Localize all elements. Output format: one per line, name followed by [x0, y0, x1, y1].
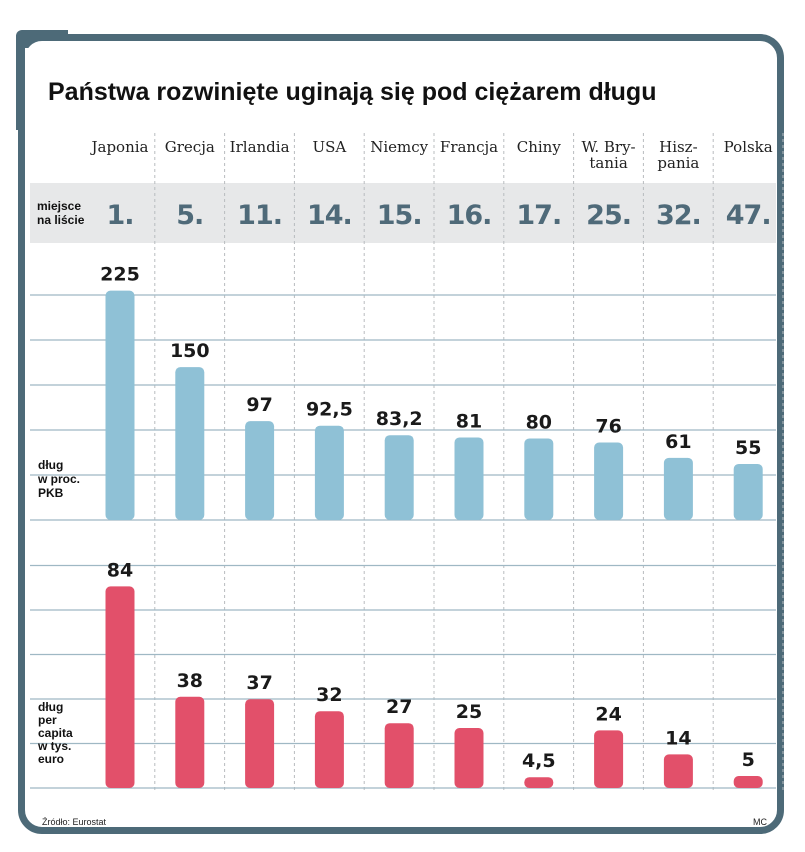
- rank-label: 16.: [447, 200, 492, 231]
- country-label: Irlandia: [230, 138, 290, 156]
- rank-side-label: na liście: [37, 213, 85, 227]
- bottom-axis-label: capita: [38, 726, 73, 740]
- rank-label: 5.: [176, 200, 203, 231]
- per-capita-debt-value: 84: [107, 559, 133, 581]
- rank-label: 32.: [656, 200, 701, 231]
- gdp-debt-value: 80: [526, 411, 552, 433]
- rank-label: 11.: [237, 200, 282, 231]
- per-capita-debt-bar: [733, 776, 763, 788]
- country-label: Hisz-: [659, 138, 698, 156]
- per-capita-debt-value: 38: [177, 670, 203, 692]
- gdp-debt-value: 55: [735, 437, 761, 459]
- per-capita-debt-value: 14: [665, 727, 691, 749]
- per-capita-debt-bar: [454, 728, 484, 788]
- country-label: Grecja: [165, 138, 215, 156]
- label-layer: Japonia 1. 225 84 Grecja 5. 150 38 Irlandia 11. 97…: [37, 138, 773, 772]
- chart-title: Państwa rozwinięte uginają się pod cięża…: [48, 78, 656, 106]
- country-label: W. Bry-: [582, 138, 636, 156]
- rank-label: 1.: [106, 200, 133, 231]
- per-capita-debt-value: 27: [386, 696, 412, 718]
- bottom-axis-label: euro: [38, 752, 64, 766]
- source-note: Źródło: Eurostat: [42, 817, 107, 827]
- rank-label: 15.: [377, 200, 422, 231]
- rank-label: 17.: [516, 200, 561, 231]
- corner-tab-cover: [25, 48, 85, 138]
- rank-side-label: miejsce: [37, 199, 81, 213]
- gdp-debt-bar: [454, 437, 484, 520]
- per-capita-debt-bar: [245, 699, 275, 788]
- per-capita-debt-value: 24: [595, 703, 621, 725]
- gdp-debt-bar: [594, 442, 624, 520]
- rank-label: 25.: [586, 200, 631, 231]
- country-label: Polska: [724, 138, 773, 156]
- gdp-debt-bar: [105, 290, 135, 520]
- top-axis-label: w proc.: [37, 472, 80, 486]
- author-mark: MC: [753, 817, 767, 827]
- per-capita-debt-bar: [384, 723, 414, 788]
- per-capita-debt-bar: [594, 730, 624, 788]
- gdp-debt-bar: [245, 421, 275, 520]
- top-axis-label: PKB: [38, 486, 64, 500]
- gdp-debt-bar: [733, 463, 763, 520]
- top-axis-label: dług: [38, 458, 63, 472]
- gdp-debt-value: 76: [595, 416, 621, 438]
- gdp-debt-value: 61: [665, 431, 691, 453]
- bar-layer: [105, 290, 763, 788]
- country-label: Chiny: [517, 138, 562, 156]
- gdp-debt-value: 225: [100, 264, 140, 286]
- per-capita-debt-bar: [314, 711, 344, 788]
- per-capita-debt-bar: [105, 586, 135, 788]
- gdp-debt-value: 81: [456, 410, 482, 432]
- gdp-debt-value: 97: [246, 394, 272, 416]
- per-capita-debt-value: 25: [456, 701, 482, 723]
- country-label: Niemcy: [370, 138, 428, 156]
- per-capita-debt-bar: [524, 777, 554, 788]
- country-label: pania: [657, 154, 699, 172]
- rank-label: 14.: [307, 200, 352, 231]
- rank-label: 47.: [726, 200, 771, 231]
- country-label: Francja: [440, 138, 498, 156]
- country-label: tania: [589, 154, 627, 172]
- gdp-debt-value: 92,5: [306, 399, 353, 421]
- per-capita-debt-bar: [175, 696, 205, 788]
- country-label: USA: [313, 138, 347, 156]
- gdp-debt-bar: [384, 435, 414, 520]
- gdp-debt-bar: [524, 438, 554, 520]
- per-capita-debt-value: 32: [316, 684, 342, 706]
- per-capita-debt-value: 5: [742, 749, 755, 771]
- country-label: Japonia: [90, 138, 149, 156]
- gdp-debt-value: 83,2: [376, 408, 423, 430]
- per-capita-debt-bar: [663, 754, 693, 788]
- per-capita-debt-value: 37: [246, 672, 272, 694]
- bottom-axis-label: dług: [38, 700, 63, 714]
- gdp-debt-bar: [175, 367, 205, 520]
- chart-frame: [18, 34, 784, 834]
- gdp-debt-bar: [663, 457, 693, 520]
- gdp-debt-bar: [314, 425, 344, 520]
- grid-layer: [30, 133, 784, 790]
- bottom-axis-label: w tys.: [37, 739, 71, 753]
- per-capita-debt-value: 4,5: [522, 750, 556, 772]
- bottom-axis-label: per: [38, 713, 57, 727]
- gdp-debt-value: 150: [170, 340, 210, 362]
